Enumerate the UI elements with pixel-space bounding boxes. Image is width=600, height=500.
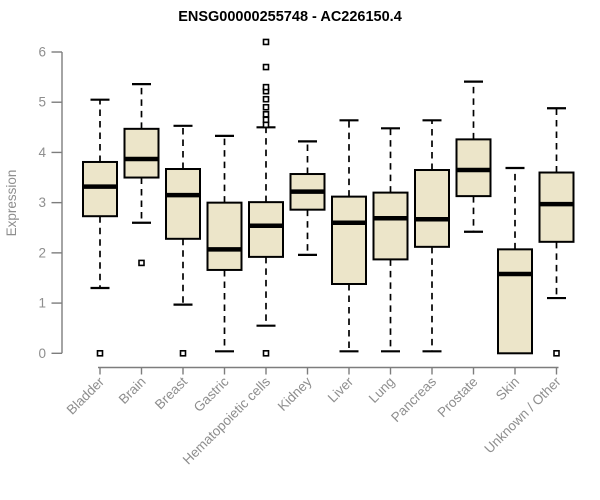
box-group <box>455 80 492 233</box>
outlier-point <box>262 63 270 71</box>
y-tick-label: 6 <box>38 45 46 60</box>
outlier-point <box>262 95 270 103</box>
iqr-box <box>165 168 201 240</box>
box-group <box>248 38 284 357</box>
x-tick-label: Pancreas <box>388 374 439 425</box>
boxes-layer <box>82 38 575 357</box>
box-group <box>206 134 243 353</box>
box-group <box>497 166 533 355</box>
iqr-box <box>497 248 533 355</box>
outlier-point <box>262 349 270 357</box>
chart-title: ENSG00000255748 - AC226150.4 <box>178 9 402 25</box>
iqr-box <box>248 201 284 258</box>
x-tick-label: Gastric <box>191 374 232 415</box>
outlier-point <box>262 103 270 111</box>
iqr-box <box>538 171 575 243</box>
x-tick-label: Brain <box>116 374 149 407</box>
x-tick-label: Lung <box>366 374 398 406</box>
iqr-box <box>455 138 492 198</box>
x-tick-label: Liver <box>325 374 357 406</box>
y-tick-label: 0 <box>38 346 46 361</box>
box-group <box>414 119 450 353</box>
outlier-point <box>138 259 145 267</box>
box-group <box>331 119 367 353</box>
box-group <box>165 124 201 357</box>
outlier-point <box>262 83 270 91</box>
iqr-box <box>82 160 118 218</box>
x-tick-label: Skin <box>493 374 522 403</box>
x-tick-label: Breast <box>152 374 190 412</box>
outlier-point <box>179 349 187 357</box>
x-tick-label: Kidney <box>275 374 315 414</box>
box-group <box>538 107 575 357</box>
x-tick-label: Prostate <box>434 374 480 420</box>
iqr-box <box>372 191 409 261</box>
box-group <box>289 140 326 256</box>
iqr-box <box>123 127 160 179</box>
x-tick-label: Unknown / Other <box>481 374 564 457</box>
box-group <box>372 127 409 353</box>
outlier-point <box>96 349 104 357</box>
iqr-box <box>414 169 450 248</box>
outlier-point <box>262 38 270 46</box>
iqr-box <box>206 201 243 271</box>
outlier-point <box>262 116 270 124</box>
y-tick-label: 1 <box>38 296 46 311</box>
outlier-point <box>262 110 270 118</box>
box-group <box>123 83 160 267</box>
box-group <box>82 98 118 357</box>
y-tick-label: 5 <box>38 95 46 110</box>
outlier-point <box>553 349 560 357</box>
y-tick-label: 3 <box>38 195 46 210</box>
y-tick-label: 4 <box>38 145 46 160</box>
iqr-box <box>331 195 367 286</box>
x-tick-label: Bladder <box>64 374 108 418</box>
y-tick-label: 2 <box>38 245 46 260</box>
y-axis-label: Expression <box>4 170 19 237</box>
